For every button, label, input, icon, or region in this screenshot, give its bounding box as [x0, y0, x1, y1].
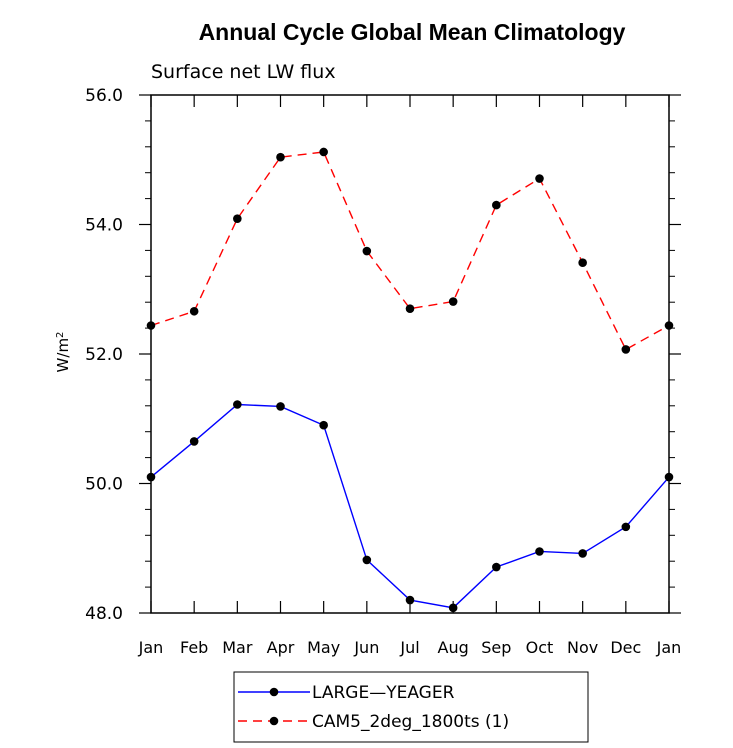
series-line-0 [150, 403, 670, 609]
chart-title: Annual Cycle Global Mean Climatology [199, 19, 626, 45]
data-point [492, 562, 501, 572]
y-tick-label: 48.0 [85, 604, 123, 624]
legend-marker-0 [269, 687, 279, 697]
data-point [578, 549, 587, 558]
data-point [233, 400, 242, 409]
data-point [233, 214, 242, 223]
data-point [319, 147, 328, 157]
data-point [319, 420, 328, 430]
x-tick-label: Jun [353, 638, 379, 657]
data-point [535, 174, 544, 183]
data-point [535, 547, 544, 556]
legend-box [233, 671, 589, 743]
x-tick-label: Jul [399, 638, 419, 657]
series-line-1 [150, 151, 670, 351]
series-group [146, 147, 674, 613]
x-tick-label: Jan [656, 638, 682, 657]
y-axis-label: W/m2 [54, 332, 72, 373]
y-tick-label: 50.0 [85, 475, 123, 495]
axis-tick-labels: Jan Feb Mar Apr May Jun Jul Aug Sep Oct Nov Dec Jan 4… [85, 86, 681, 657]
x-tick-label: Sep [481, 638, 511, 657]
x-tick-label: Feb [180, 638, 208, 657]
x-tick-label: Aug [438, 638, 469, 657]
data-point [276, 402, 285, 411]
svg-text:W/m2: W/m2 [54, 332, 72, 373]
data-point [578, 258, 587, 268]
data-point [276, 152, 285, 162]
y-tick-label: 54.0 [85, 216, 123, 236]
legend-label-1: CAM5_2deg_1800ts (1) [312, 712, 509, 732]
chart-subtitle: Surface net LW flux [151, 61, 336, 83]
y-tick-label: 56.0 [85, 86, 123, 106]
data-point [664, 472, 674, 482]
x-tick-label: Oct [526, 638, 554, 657]
legend-marker-1 [269, 716, 279, 726]
data-point [146, 321, 156, 330]
plot-frame [150, 94, 670, 614]
x-tick-label: Apr [267, 638, 295, 657]
axis-ticks [139, 94, 681, 614]
data-point [362, 246, 372, 256]
x-tick-label: Mar [222, 638, 253, 657]
data-point [664, 321, 674, 330]
x-tick-label: May [307, 638, 340, 657]
data-point [146, 472, 156, 482]
data-point [448, 603, 458, 613]
x-tick-label: Jan [138, 638, 164, 657]
data-point [621, 345, 631, 354]
y-axis-label-base: W/m [54, 338, 72, 373]
data-point [189, 437, 199, 446]
data-point [621, 522, 631, 532]
data-point [189, 306, 199, 316]
y-tick-label: 52.0 [85, 345, 123, 365]
y-axis-label-sup: 2 [55, 332, 66, 338]
data-point [492, 200, 501, 210]
data-point [448, 297, 458, 306]
legend: LARGE—YEAGER CAM5_2deg_1800ts (1) [233, 671, 589, 743]
legend-label-0: LARGE—YEAGER [312, 683, 455, 703]
data-point [362, 555, 372, 565]
data-point [405, 304, 415, 313]
data-point [405, 595, 415, 605]
x-tick-label: Nov [567, 638, 598, 657]
x-tick-label: Dec [610, 638, 641, 657]
